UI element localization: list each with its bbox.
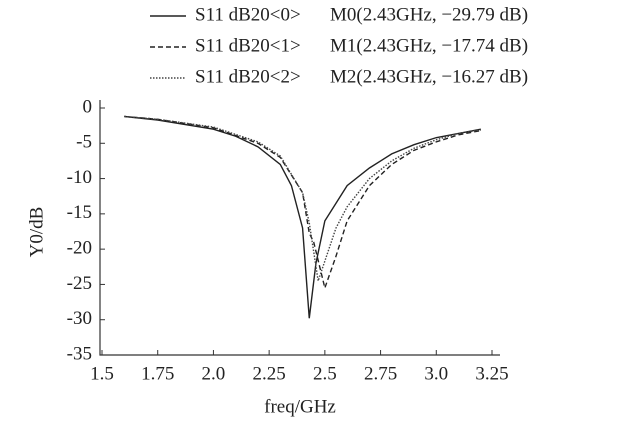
x-tick-label: 1.5 [90, 363, 114, 384]
series-line [124, 115, 481, 291]
legend-marker: M0(2.43GHz, −29.79 dB) [330, 4, 528, 25]
x-tick-label: 3.0 [424, 363, 448, 384]
y-tick-label: -20 [67, 238, 92, 259]
y-tick-label: -35 [67, 343, 92, 364]
x-tick-label: 3.25 [475, 363, 508, 384]
x-tick-label: 1.75 [141, 363, 174, 384]
y-tick-label: -15 [67, 202, 92, 223]
x-axis-label: freq/GHz [264, 396, 336, 417]
x-tick-label: 2.0 [202, 363, 226, 384]
y-axis-label: Y0/dB [26, 207, 47, 258]
y-tick-label: -25 [67, 273, 92, 294]
series-line [124, 115, 481, 319]
x-tick-label: 2.5 [313, 363, 337, 384]
y-tick-label: 0 [83, 96, 93, 117]
series-line [124, 115, 481, 282]
legend-label: S11 dB20<2> [195, 66, 301, 87]
legend-marker: M2(2.43GHz, −16.27 dB) [330, 66, 528, 87]
legend-label: S11 dB20<0> [195, 4, 301, 25]
x-tick-label: 2.25 [253, 363, 286, 384]
legend-marker: M1(2.43GHz, −17.74 dB) [330, 35, 528, 56]
y-tick-label: -30 [67, 308, 92, 329]
legend-label: S11 dB20<1> [195, 35, 301, 56]
y-tick-label: -10 [67, 167, 92, 188]
x-tick-label: 2.75 [364, 363, 397, 384]
y-tick-label: -5 [76, 132, 92, 153]
